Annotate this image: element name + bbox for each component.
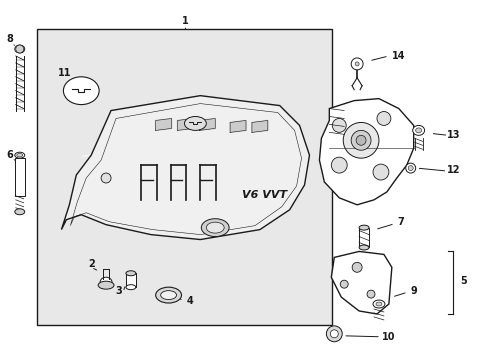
Circle shape [350, 58, 362, 70]
Ellipse shape [372, 300, 384, 308]
Text: 12: 12 [446, 165, 459, 175]
Polygon shape [251, 121, 267, 132]
Text: 9: 9 [409, 286, 416, 296]
Circle shape [405, 163, 415, 173]
Ellipse shape [126, 271, 136, 276]
Circle shape [343, 122, 378, 158]
Circle shape [16, 45, 24, 53]
Circle shape [350, 130, 370, 150]
Circle shape [407, 166, 412, 171]
Text: 13: 13 [446, 130, 459, 140]
Text: 7: 7 [397, 217, 404, 227]
Ellipse shape [17, 153, 22, 157]
Text: 14: 14 [391, 51, 405, 61]
Circle shape [366, 290, 374, 298]
Text: 10: 10 [381, 332, 395, 342]
Polygon shape [177, 118, 193, 130]
Polygon shape [319, 99, 413, 205]
Ellipse shape [100, 277, 112, 287]
Polygon shape [199, 118, 215, 130]
Polygon shape [230, 121, 245, 132]
Bar [15, 158, 25, 196]
Ellipse shape [358, 245, 368, 250]
Text: 6: 6 [6, 150, 13, 160]
Ellipse shape [15, 152, 25, 158]
Ellipse shape [15, 209, 25, 215]
Ellipse shape [206, 222, 224, 233]
Ellipse shape [201, 219, 229, 237]
Bar [37, 29, 332, 325]
Circle shape [376, 112, 390, 125]
Polygon shape [331, 251, 391, 314]
Bar [126, 273, 136, 287]
Circle shape [330, 330, 338, 338]
Ellipse shape [415, 128, 421, 133]
Circle shape [354, 62, 358, 66]
Ellipse shape [63, 77, 99, 105]
Text: 1: 1 [182, 16, 188, 26]
Ellipse shape [161, 291, 176, 300]
Ellipse shape [184, 117, 206, 130]
Ellipse shape [15, 45, 25, 53]
Polygon shape [61, 96, 309, 239]
Polygon shape [155, 118, 171, 130]
Text: 11: 11 [58, 68, 71, 78]
Text: 3: 3 [115, 286, 122, 296]
Ellipse shape [126, 285, 136, 290]
Circle shape [331, 157, 346, 173]
Circle shape [325, 326, 342, 342]
Ellipse shape [358, 225, 368, 230]
Circle shape [101, 173, 111, 183]
Text: 2: 2 [88, 259, 94, 269]
Text: 4: 4 [187, 296, 193, 306]
Ellipse shape [412, 125, 424, 135]
Circle shape [332, 118, 346, 132]
Circle shape [351, 262, 361, 272]
Ellipse shape [155, 287, 181, 303]
Text: 8: 8 [6, 34, 13, 44]
Circle shape [355, 135, 366, 145]
Polygon shape [81, 96, 299, 168]
Text: V6 VVT: V6 VVT [242, 190, 287, 200]
Text: 5: 5 [459, 276, 466, 286]
Circle shape [372, 164, 388, 180]
Ellipse shape [375, 302, 381, 306]
Circle shape [340, 280, 347, 288]
Ellipse shape [98, 281, 114, 289]
Bar [358, 228, 368, 247]
